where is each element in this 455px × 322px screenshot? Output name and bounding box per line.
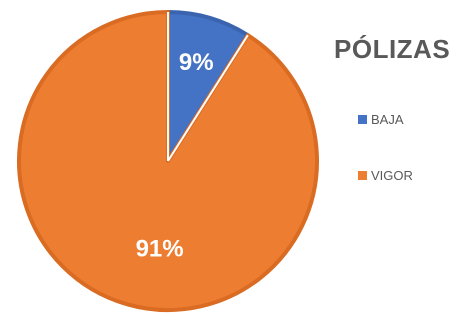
legend-swatch-vigor: [358, 170, 367, 180]
chart-title: PÓLIZAS: [334, 34, 451, 64]
legend: BAJA VIGOR: [358, 108, 413, 220]
slice-separator: [167, 34, 249, 162]
legend-item-baja: BAJA: [358, 108, 413, 130]
legend-label-vigor: VIGOR: [371, 167, 413, 183]
legend-swatch-baja: [358, 114, 367, 124]
data-label-baja: 9%: [179, 49, 214, 76]
legend-item-vigor: VIGOR: [358, 164, 413, 186]
legend-label-baja: BAJA: [371, 111, 404, 127]
data-label-vigor: 91%: [136, 235, 184, 262]
